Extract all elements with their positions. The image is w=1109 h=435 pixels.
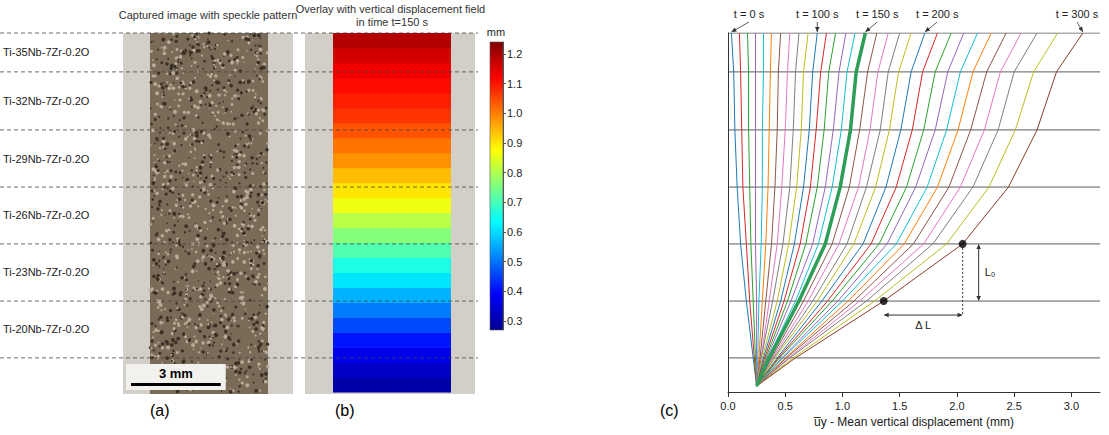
svg-text:1.5: 1.5 (892, 400, 907, 412)
svg-text:mm: mm (487, 26, 505, 38)
svg-text:1.2: 1.2 (507, 48, 522, 60)
svg-text:0.3: 0.3 (507, 315, 522, 327)
svg-text:1.0: 1.0 (507, 107, 522, 119)
svg-text:Overlay with vertical displace: Overlay with vertical displacement field (296, 3, 489, 15)
svg-text:t = 100 s: t = 100 s (796, 8, 839, 20)
svg-text:(c): (c) (660, 402, 679, 419)
svg-text:3.0: 3.0 (1064, 400, 1079, 412)
svg-text:0.9: 0.9 (507, 137, 522, 149)
svg-text:0.8: 0.8 (507, 167, 522, 179)
svg-text:t = 200 s: t = 200 s (916, 8, 959, 20)
svg-text:0.4: 0.4 (507, 285, 522, 297)
svg-text:Ti-23Nb-7Zr-0.2O: Ti-23Nb-7Zr-0.2O (3, 266, 90, 278)
svg-text:1.0: 1.0 (835, 400, 850, 412)
svg-text:t = 300 s: t = 300 s (1056, 8, 1099, 20)
svg-text:2.0: 2.0 (949, 400, 964, 412)
svg-text:Ti-35Nb-7Zr-0.2O: Ti-35Nb-7Zr-0.2O (3, 46, 90, 58)
svg-text:t = 150 s: t = 150 s (856, 8, 899, 20)
svg-text:Δ L: Δ L (915, 319, 931, 331)
svg-text:t = 0 s: t = 0 s (734, 8, 765, 20)
svg-text:2.5: 2.5 (1007, 400, 1022, 412)
svg-text:u̅y - Mean vertical displaceme: u̅y - Mean vertical displacement (mm) (813, 415, 1014, 429)
svg-text:0.7: 0.7 (507, 196, 522, 208)
svg-text:(a): (a) (150, 402, 170, 419)
svg-text:0.6: 0.6 (507, 226, 522, 238)
svg-text:3 mm: 3 mm (159, 366, 193, 381)
svg-text:Ti-32Nb-7Zr-0.2O: Ti-32Nb-7Zr-0.2O (3, 95, 90, 107)
svg-text:Ti-26Nb-7Zr-0.2O: Ti-26Nb-7Zr-0.2O (3, 209, 90, 221)
svg-text:(b): (b) (335, 402, 355, 419)
svg-text:1.1: 1.1 (507, 78, 522, 90)
svg-text:0.0: 0.0 (720, 400, 735, 412)
svg-text:0.5: 0.5 (507, 256, 522, 268)
svg-text:Ti-29Nb-7Zr-0.2O: Ti-29Nb-7Zr-0.2O (3, 153, 90, 165)
svg-text:in time t=150 s: in time t=150 s (356, 16, 428, 28)
svg-text:Captured image with speckle pa: Captured image with speckle pattern (119, 9, 298, 21)
svg-text:0.5: 0.5 (778, 400, 793, 412)
svg-text:L₀: L₀ (985, 266, 996, 278)
svg-text:Ti-20Nb-7Zr-0.2O: Ti-20Nb-7Zr-0.2O (3, 323, 90, 335)
